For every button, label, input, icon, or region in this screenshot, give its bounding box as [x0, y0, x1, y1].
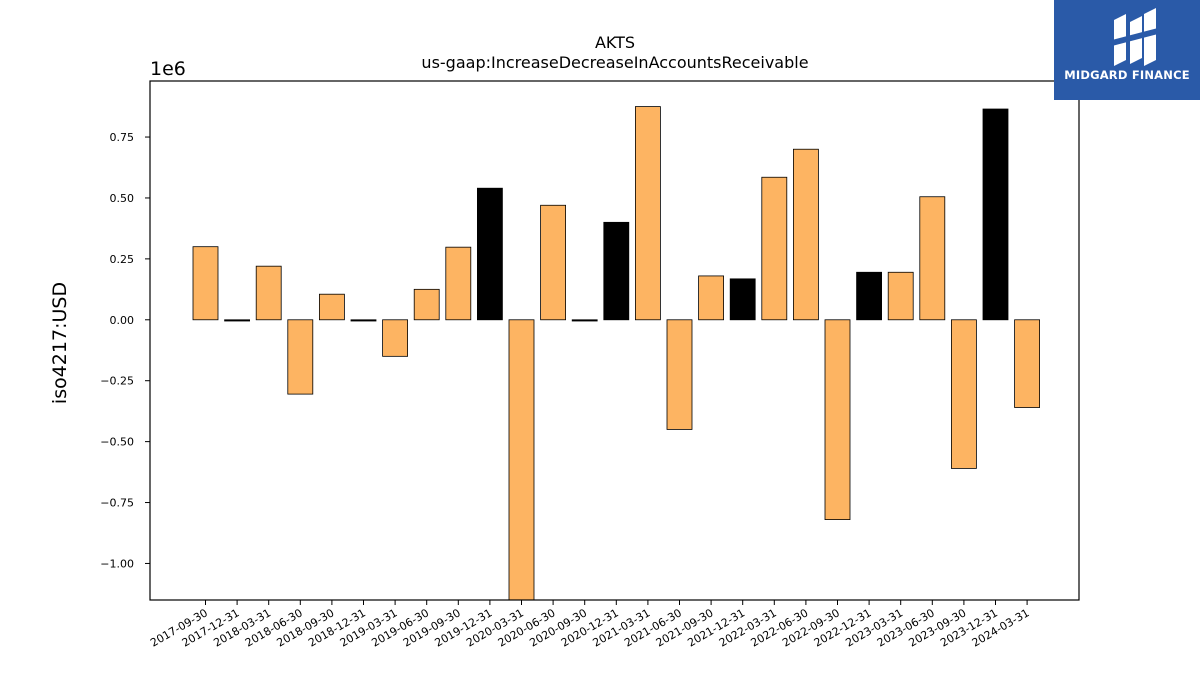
y-tick-label: 0.00 — [110, 314, 135, 327]
bar-2019-03-31 — [382, 319, 409, 357]
bar-2019-12-31 — [476, 187, 503, 321]
bar-2019-06-30 — [413, 288, 440, 321]
y-tick-label: −0.50 — [100, 436, 134, 449]
chart-title: AKTS — [595, 33, 635, 52]
y-tick-label: −0.75 — [100, 497, 134, 510]
bars-group — [192, 106, 1040, 601]
bar-2020-06-30 — [540, 204, 566, 321]
y-tick-label: −1.00 — [100, 557, 134, 570]
bar-2022-12-31 — [856, 271, 882, 321]
y-tick-label: 0.50 — [110, 192, 135, 205]
bar-2022-09-30 — [824, 319, 851, 520]
bar-2017-12-31 — [224, 319, 251, 322]
bar-2021-06-30 — [666, 319, 693, 430]
bar-2020-09-30 — [571, 319, 598, 322]
bar-2018-06-30 — [287, 319, 314, 395]
midgard-finance-logo: MIDGARD FINANCE — [1054, 0, 1200, 100]
bar-2021-09-30 — [698, 275, 724, 321]
y-tick-label: 0.75 — [110, 131, 135, 144]
bar-2023-12-31 — [982, 108, 1009, 321]
bar-2018-03-31 — [255, 265, 282, 321]
bar-2021-03-31 — [635, 106, 661, 321]
bar-2019-09-30 — [445, 246, 472, 321]
bar-2024-03-31 — [1014, 319, 1040, 408]
plot-frame — [149, 80, 1080, 601]
bar-2021-12-31 — [729, 278, 756, 321]
y-axis-label: iso4217:USD — [49, 282, 71, 404]
bar-2023-06-30 — [919, 196, 946, 321]
y-axis: −1.00 −0.75 −0.50 −0.25 0.00 0.25 0.50 0.75 — [100, 131, 150, 570]
x-axis: 2017-09-302017-12-312018-03-312018-06-30… — [148, 600, 1032, 650]
bar-2023-09-30 — [951, 319, 977, 469]
logo-text: MIDGARD FINANCE — [1064, 68, 1190, 82]
bar-2022-06-30 — [793, 148, 819, 321]
y-scale-label: 1e6 — [150, 58, 186, 80]
bar-2018-12-31 — [350, 319, 377, 322]
bar-2020-03-31 — [508, 319, 535, 601]
y-tick-label: 0.25 — [110, 253, 135, 266]
chart-subtitle: us-gaap:IncreaseDecreaseInAccountsReceiv… — [421, 53, 808, 72]
midgard-mark-icon — [1112, 8, 1158, 66]
y-tick-label: −0.25 — [100, 375, 134, 388]
bar-2022-03-31 — [761, 176, 788, 321]
bar-2018-09-30 — [318, 293, 345, 321]
bar-2020-12-31 — [603, 221, 630, 321]
bar-2023-03-31 — [887, 271, 914, 321]
bar-2017-09-30 — [192, 246, 219, 321]
